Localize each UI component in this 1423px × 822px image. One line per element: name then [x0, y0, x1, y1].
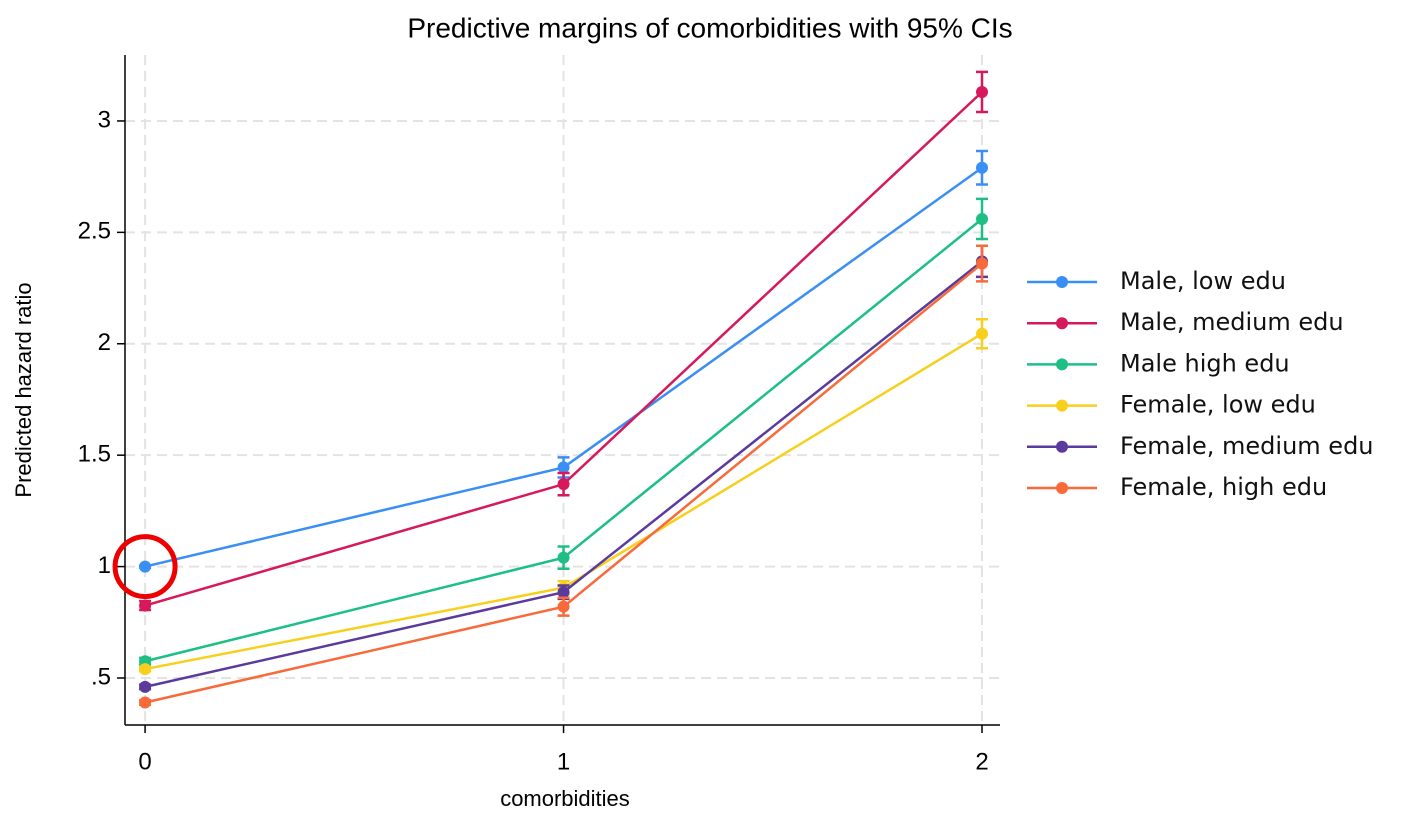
legend-label: Female, high edu: [1120, 473, 1327, 501]
data-point: [557, 551, 570, 564]
legend-label: Female, low edu: [1120, 391, 1316, 419]
data-point: [557, 600, 570, 613]
legend-marker: [1056, 276, 1068, 288]
legend-label: Male high edu: [1120, 349, 1290, 377]
y-tick-label: 1: [98, 552, 111, 579]
data-point: [976, 85, 989, 98]
y-tick-label: .5: [91, 663, 111, 690]
legend-marker: [1056, 358, 1068, 371]
legend-marker: [1056, 317, 1068, 330]
legend-marker: [1056, 399, 1068, 412]
legend-label: Female, medium edu: [1120, 432, 1374, 460]
data-point: [139, 680, 152, 693]
x-tick-label: 2: [975, 748, 988, 775]
data-point: [976, 212, 989, 225]
data-point: [557, 478, 570, 491]
legend-label: Male, medium edu: [1120, 308, 1344, 336]
highlight-circle: [112, 534, 178, 600]
data-point: [557, 586, 570, 599]
x-tick-label: 0: [138, 748, 151, 775]
data-point: [139, 560, 152, 573]
y-tick-label: 2.5: [78, 218, 111, 245]
data-point: [139, 599, 152, 612]
data-point: [976, 257, 989, 270]
chart-title: Predictive margins of comorbidities with…: [407, 12, 1012, 43]
data-point: [139, 696, 152, 709]
data-point: [976, 161, 989, 174]
y-tick-label: 3: [98, 106, 111, 133]
data-point: [139, 663, 152, 676]
legend-marker: [1056, 482, 1068, 494]
data-point: [976, 327, 989, 340]
y-tick-label: 2: [98, 329, 111, 356]
x-tick-label: 1: [557, 748, 570, 775]
y-tick-label: 1.5: [78, 441, 111, 468]
x-axis-label: comorbidities: [500, 786, 630, 811]
data-point: [557, 461, 570, 474]
legend-label: Male, low edu: [1120, 267, 1286, 295]
y-axis-label: Predicted hazard ratio: [11, 282, 36, 497]
legend-marker: [1056, 440, 1068, 453]
